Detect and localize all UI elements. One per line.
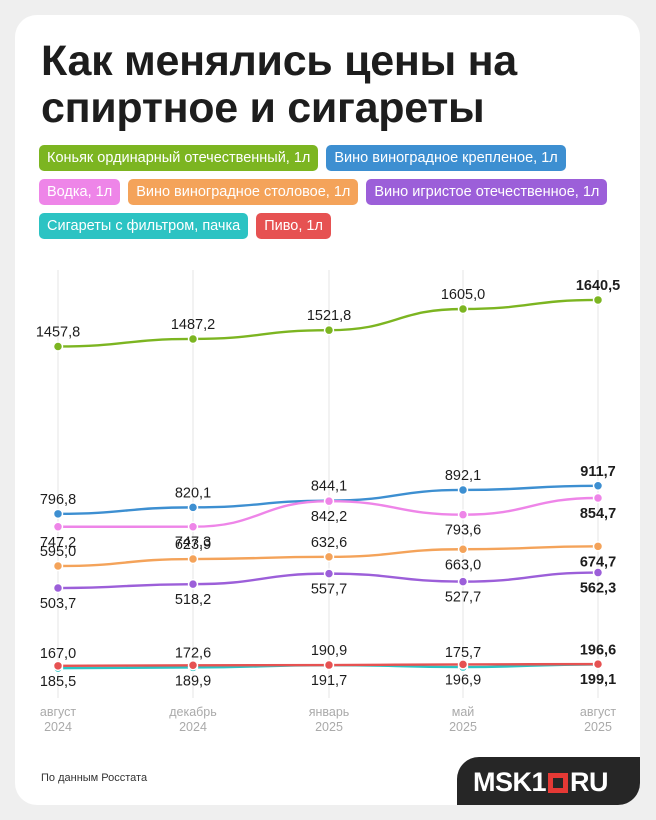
- legend-chip-cigarettes: Сигареты с фильтром, пачка: [39, 213, 249, 239]
- data-label: 632,6: [311, 535, 347, 551]
- data-label: 190,9: [311, 643, 347, 659]
- data-label: 1640,5: [576, 278, 620, 294]
- data-label: 1457,8: [36, 324, 80, 340]
- data-label: 503,7: [40, 596, 76, 612]
- data-label: 796,8: [40, 492, 76, 508]
- data-label: 175,7: [445, 645, 481, 661]
- data-label: 562,3: [580, 581, 616, 597]
- data-label: 1487,2: [171, 317, 215, 333]
- data-label: 199,1: [580, 672, 616, 688]
- x-tick-label: декабрь: [169, 705, 217, 719]
- data-label: 674,7: [580, 554, 616, 570]
- logo-main: MSK1: [473, 767, 547, 797]
- data-point: [457, 659, 469, 670]
- data-label: 820,1: [175, 485, 211, 501]
- data-label: 844,1: [311, 479, 347, 495]
- data-point: [52, 341, 64, 352]
- data-point: [592, 492, 604, 504]
- legend-chip-vodka: Водка, 1л: [39, 179, 121, 205]
- x-tick-label: январь: [309, 705, 350, 719]
- data-point: [323, 551, 335, 563]
- data-point: [457, 576, 469, 587]
- legend-row: Коньяк ординарный отечественный, 1л Вино…: [39, 145, 629, 171]
- data-label: 623,9: [175, 537, 211, 553]
- legend-chip-fortified-wine: Вино виноградное крепленое, 1л: [326, 145, 566, 171]
- x-tick-label: август: [580, 705, 617, 719]
- logo-text: MSK1 RU: [473, 767, 609, 798]
- legend-row: Водка, 1л Вино виноградное столовое, 1л …: [39, 179, 629, 205]
- data-label: 167,0: [40, 646, 76, 662]
- data-point: [187, 333, 199, 345]
- data-point: [592, 480, 604, 492]
- legend-chip-sparkling-wine: Вино игристое отечественное, 1л: [366, 179, 608, 205]
- x-tick-label: август: [40, 705, 77, 719]
- data-point: [323, 568, 335, 579]
- data-label: 1605,0: [441, 287, 485, 303]
- source-note: По данным Росстата: [41, 772, 148, 784]
- data-label: 196,9: [445, 672, 481, 688]
- chart-title: Как менялись цены на спиртное и сигареты: [41, 37, 517, 132]
- data-point: [52, 521, 64, 533]
- data-point: [457, 509, 469, 520]
- data-point: [323, 659, 335, 671]
- legend-chip-table-wine: Вино виноградное столовое, 1л: [128, 179, 359, 205]
- data-point: [187, 660, 199, 671]
- data-label: 196,6: [580, 642, 616, 658]
- data-label: 527,7: [445, 590, 481, 606]
- data-label: 854,7: [580, 506, 616, 522]
- data-label: 892,1: [445, 468, 481, 484]
- data-point: [592, 567, 604, 578]
- data-label: 189,9: [175, 673, 211, 689]
- data-point: [187, 502, 199, 513]
- x-tick-label: 2025: [584, 720, 612, 734]
- data-label: 518,2: [175, 592, 211, 608]
- data-point: [592, 541, 604, 552]
- data-label: 793,6: [445, 523, 481, 539]
- x-tick-label: 2024: [44, 720, 72, 734]
- data-point: [457, 544, 469, 555]
- x-tick-label: 2025: [449, 720, 477, 734]
- legend-chip-beer: Пиво, 1л: [256, 213, 331, 239]
- data-label: 747,3: [175, 535, 211, 551]
- logo-square-icon: [548, 773, 569, 793]
- legend-chip-cognac: Коньяк ординарный отечественный, 1л: [39, 145, 319, 171]
- infographic-card: Как менялись цены на спиртное и сигареты…: [15, 15, 640, 805]
- data-point: [592, 294, 604, 306]
- data-point: [187, 578, 199, 590]
- data-label: 172,6: [175, 645, 211, 661]
- x-tick-label: 2024: [179, 720, 207, 734]
- data-label: 185,5: [40, 674, 76, 690]
- data-label: 191,7: [311, 673, 347, 689]
- logo-tail: RU: [570, 767, 609, 797]
- brand-logo: MSK1 RU: [457, 757, 640, 805]
- data-point: [52, 660, 64, 672]
- legend-row: Сигареты с фильтром, пачка Пиво, 1л: [39, 213, 629, 239]
- data-label: 557,7: [311, 582, 347, 598]
- data-label: 595,0: [40, 544, 76, 560]
- data-point: [52, 582, 64, 594]
- data-point: [457, 303, 469, 315]
- chart-legend: Коньяк ординарный отечественный, 1л Вино…: [39, 145, 629, 247]
- data-label: 842,2: [311, 509, 347, 525]
- line-chart: 1457,8 1487,2 1521,8 1605,0 1640,5 796,8 820,1…: [36, 270, 620, 734]
- data-point: [323, 495, 335, 507]
- data-label: 747,2: [40, 535, 76, 551]
- data-point: [592, 658, 604, 670]
- data-label: 1521,8: [307, 308, 351, 324]
- data-point: [52, 560, 64, 572]
- x-tick-label: 2025: [315, 720, 343, 734]
- x-tick-label: май: [452, 705, 475, 719]
- data-point: [187, 553, 199, 565]
- data-label: 911,7: [580, 464, 616, 480]
- data-point: [323, 324, 335, 336]
- data-point: [52, 508, 64, 520]
- data-point: [457, 484, 469, 496]
- data-label: 663,0: [445, 557, 481, 573]
- data-point: [187, 521, 199, 532]
